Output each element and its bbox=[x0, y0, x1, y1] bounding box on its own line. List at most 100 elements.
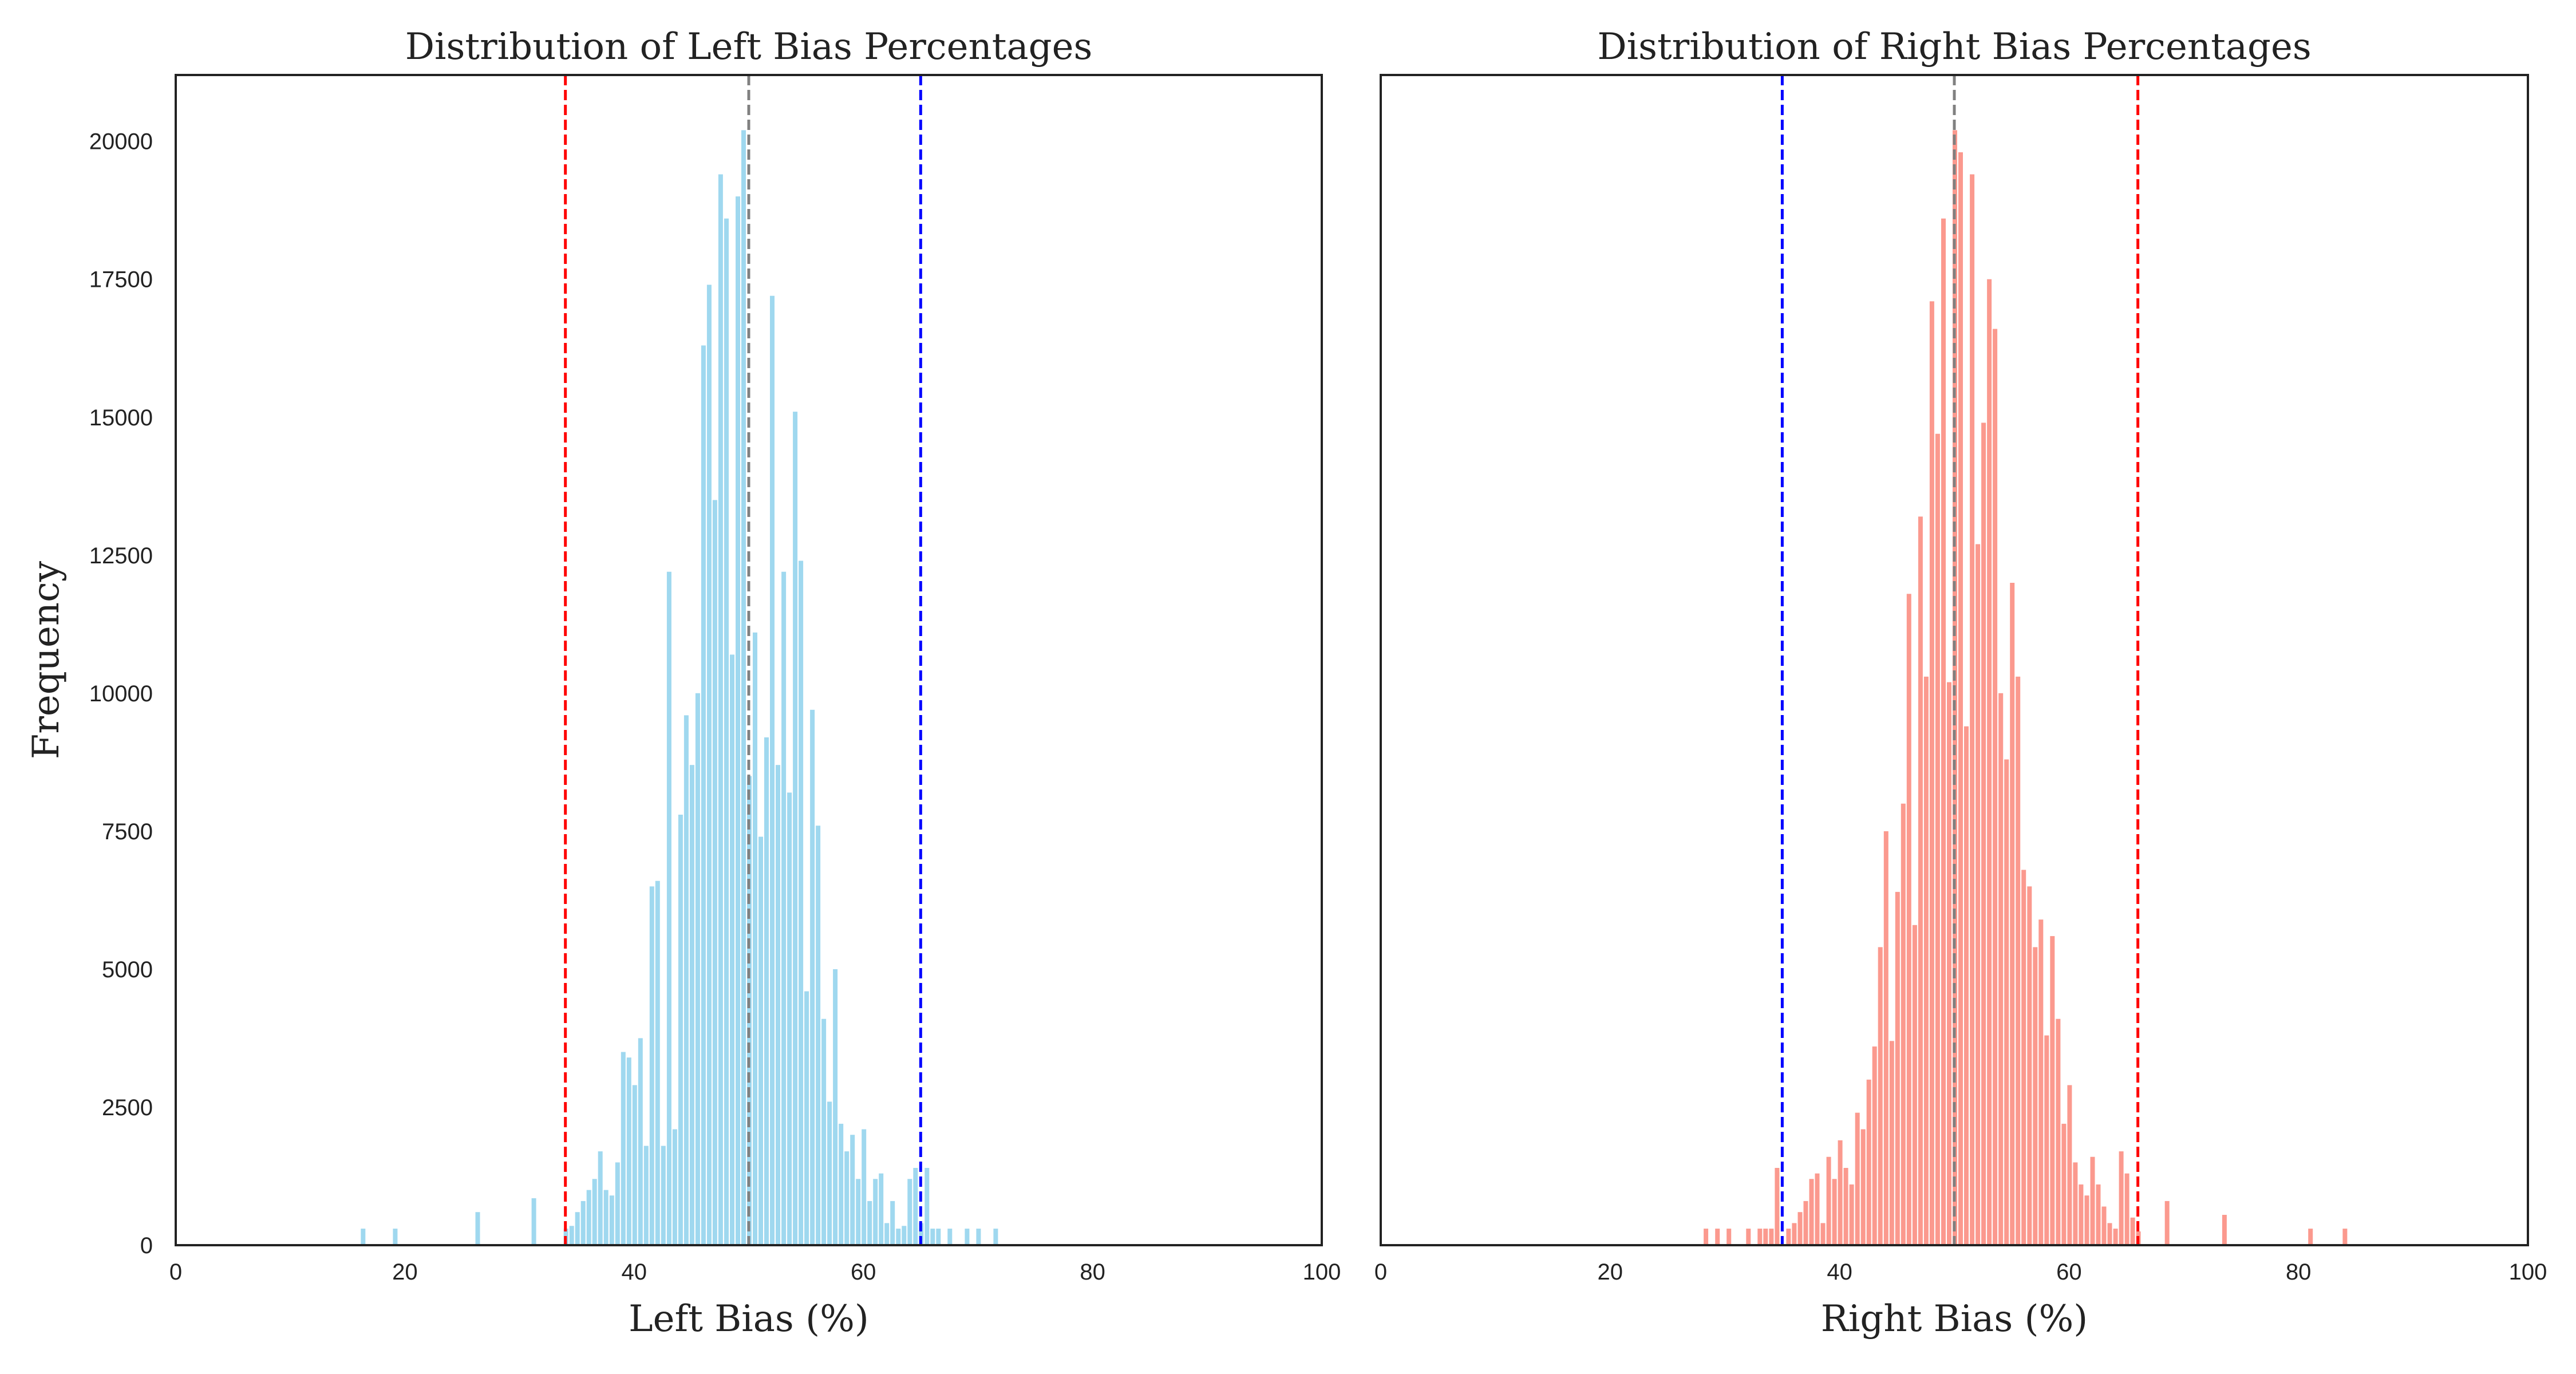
left-histogram-bar bbox=[580, 1201, 586, 1245]
right-histogram-bar bbox=[1912, 925, 1917, 1245]
left-histogram-bar bbox=[475, 1212, 480, 1245]
left-histogram-bar bbox=[816, 826, 821, 1245]
right-axes-frame bbox=[1380, 74, 2529, 1246]
right-histogram-bar bbox=[1998, 693, 2004, 1245]
left-histogram-bar bbox=[531, 1198, 536, 1245]
left-histogram-bar bbox=[873, 1179, 878, 1245]
right-histogram-bar bbox=[1715, 1229, 1720, 1245]
right-histogram-bar bbox=[2130, 1217, 2135, 1245]
right-histogram-bar bbox=[1895, 891, 1900, 1245]
right-histogram-bar bbox=[1923, 676, 1929, 1245]
left-histogram-bar bbox=[890, 1201, 895, 1245]
right-histogram-bar bbox=[2113, 1229, 2118, 1245]
left-bias-panel: Distribution of Left Bias Percentages 0 2… bbox=[25, 26, 1341, 1340]
right-histogram-bar bbox=[1929, 301, 1934, 1245]
left-histogram-bar bbox=[919, 1223, 924, 1245]
left-y-tick-label: 7500 bbox=[102, 819, 153, 844]
left-histogram-bar bbox=[844, 1151, 850, 1245]
left-x-tick-label: 20 bbox=[392, 1260, 418, 1285]
right-histogram-bar bbox=[2010, 583, 2015, 1245]
left-y-tick-label: 20000 bbox=[89, 129, 153, 155]
right-histogram-bar bbox=[1843, 1168, 1848, 1245]
right-histogram-bar bbox=[1855, 1112, 1860, 1245]
left-x-tick-label: 40 bbox=[622, 1260, 647, 1285]
left-histogram-bar bbox=[615, 1162, 620, 1245]
right-histogram-bar bbox=[1820, 1223, 1826, 1245]
right-histogram-bar bbox=[2021, 870, 2026, 1245]
left-histogram-bar bbox=[913, 1168, 918, 1245]
right-histogram-bar bbox=[1826, 1156, 1831, 1245]
right-histogram-bar bbox=[2101, 1206, 2107, 1245]
right-histogram-bar bbox=[2033, 947, 2038, 1245]
right-histogram-bar bbox=[2107, 1223, 2112, 1245]
right-histogram-bar bbox=[1901, 803, 1906, 1245]
left-x-axis-label: Left Bias (%) bbox=[629, 1298, 869, 1340]
right-histogram-bar bbox=[1786, 1229, 1791, 1245]
left-histogram-bar bbox=[706, 285, 712, 1245]
left-histogram-bar bbox=[965, 1229, 970, 1245]
left-histogram-bar bbox=[683, 715, 689, 1245]
right-histogram-bar bbox=[2222, 1215, 2227, 1245]
right-histogram-bar bbox=[2038, 919, 2044, 1245]
right-x-tick-label: 80 bbox=[2286, 1260, 2312, 1285]
right-histogram-bar bbox=[1918, 516, 1923, 1245]
left-histogram-bar bbox=[924, 1168, 930, 1245]
left-histogram-bar bbox=[839, 1123, 844, 1245]
left-histogram-bar bbox=[724, 218, 729, 1246]
left-histogram-bar bbox=[730, 654, 734, 1245]
right-histogram-bar bbox=[2084, 1195, 2089, 1245]
right-chart-title: Distribution of Right Bias Percentages bbox=[1597, 26, 2311, 68]
left-histogram-bar bbox=[833, 969, 838, 1245]
left-histogram-bar bbox=[701, 345, 706, 1245]
left-histogram-bar bbox=[592, 1179, 597, 1245]
right-histogram-bar bbox=[1849, 1184, 1854, 1245]
right-histogram-bar bbox=[1947, 682, 1951, 1245]
left-bars-group bbox=[361, 130, 998, 1246]
left-histogram-bar bbox=[867, 1201, 872, 1245]
right-histogram-bar bbox=[2164, 1201, 2170, 1245]
right-histogram-bar bbox=[1763, 1229, 1768, 1245]
left-histogram-bar bbox=[976, 1229, 981, 1245]
right-histogram-bar bbox=[1958, 152, 1963, 1245]
left-histogram-bar bbox=[672, 1129, 677, 1245]
left-histogram-bar bbox=[850, 1135, 855, 1245]
left-histogram-bar bbox=[649, 886, 654, 1245]
right-histogram-bar bbox=[1941, 218, 1946, 1246]
left-y-tick-label: 0 bbox=[140, 1233, 153, 1258]
right-histogram-bar bbox=[2004, 759, 2009, 1245]
left-x-tick-label: 100 bbox=[1303, 1260, 1341, 1285]
left-histogram-bar bbox=[695, 693, 700, 1245]
right-histogram-bar bbox=[2016, 676, 2021, 1245]
left-histogram-bar bbox=[936, 1229, 941, 1245]
left-histogram-bar bbox=[810, 709, 815, 1245]
right-bias-panel: Distribution of Right Bias Percentages 0… bbox=[1374, 26, 2547, 1340]
left-y-tick-label: 12500 bbox=[89, 543, 153, 568]
y-axis-label: Frequency bbox=[25, 561, 68, 759]
left-histogram-bar bbox=[781, 571, 787, 1246]
right-histogram-bar bbox=[1769, 1229, 1774, 1245]
left-histogram-bar bbox=[902, 1226, 907, 1245]
left-histogram-bar bbox=[638, 1038, 643, 1245]
left-histogram-bar bbox=[896, 1229, 901, 1245]
left-histogram-bar bbox=[632, 1085, 637, 1245]
right-x-tick-label: 60 bbox=[2056, 1260, 2082, 1285]
left-histogram-bar bbox=[575, 1212, 580, 1245]
right-bars-group bbox=[1704, 130, 2348, 1246]
left-histogram-bar bbox=[598, 1151, 603, 1245]
left-histogram-bar bbox=[689, 765, 694, 1245]
right-histogram-bar bbox=[2067, 1085, 2072, 1245]
right-histogram-bar bbox=[1775, 1168, 1780, 1245]
right-histogram-bar bbox=[1993, 329, 1998, 1245]
right-histogram-bar bbox=[1757, 1229, 1763, 1245]
left-histogram-bar bbox=[666, 571, 671, 1246]
right-x-tick-label: 100 bbox=[2509, 1260, 2547, 1285]
left-histogram-bar bbox=[718, 174, 723, 1245]
right-x-axis-label: Right Bias (%) bbox=[1821, 1298, 2088, 1340]
left-axes-frame bbox=[175, 74, 1323, 1246]
right-histogram-bar bbox=[2061, 1123, 2067, 1245]
left-histogram-bar bbox=[804, 991, 809, 1245]
left-histogram-bar bbox=[884, 1223, 890, 1245]
left-histogram-bar bbox=[799, 560, 804, 1245]
left-histogram-bar bbox=[621, 1052, 626, 1245]
